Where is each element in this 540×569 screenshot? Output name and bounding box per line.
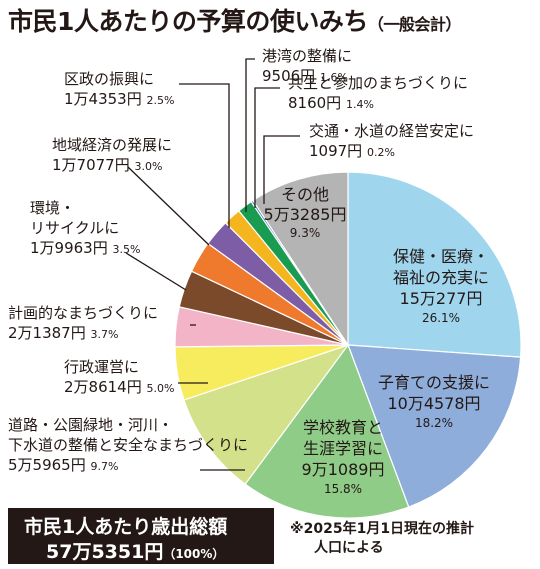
slice-13-amount: 5万3285円 — [264, 205, 347, 224]
slice-2-wedge — [347, 344, 522, 508]
slice-12-amount: 1097円 — [309, 142, 367, 160]
slice-7-name-line-1: 環境・ — [30, 199, 75, 217]
slice-6-percent: 3.7% — [91, 328, 119, 341]
slice-6-amount-line: 2万1387円 3.7% — [8, 324, 118, 342]
slice-1-percent: 26.1% — [422, 311, 460, 325]
slice-3-wedge — [244, 343, 410, 519]
slice-6-name-line-1: 計画的なまちづくりに — [8, 304, 158, 322]
slice-6-label: 計画的なまちづくりに 2万1387円 3.7% — [8, 304, 196, 342]
slice-5-amount-line: 2万8614円 5.0% — [64, 378, 174, 396]
slice-7-amount-line: 1万9963円 3.5% — [30, 239, 140, 257]
title-subtitle: （一般会計） — [367, 15, 462, 34]
slice-11-name-line-1: 共生と参加のまちづくりに — [288, 74, 468, 92]
slice-10-amount-line: 9506円 1.6% — [262, 67, 348, 85]
slice-1-name-line-1: 保健・医療・ — [393, 247, 489, 266]
slice-9-label: 区政の振興に 1万4353円 2.5% — [64, 70, 230, 228]
slice-10-percent: 1.6% — [320, 71, 348, 84]
slice-8-label: 地域経済の発展に 1万7077円 3.0% — [52, 136, 210, 246]
slice-3-name-line-2: 生涯学習に — [303, 439, 383, 458]
slice-4-amount-line: 5万5965円 9.7% — [8, 456, 118, 474]
slice-8-amount-line: 1万7077円 3.0% — [52, 156, 162, 174]
slice-9-percent: 2.5% — [147, 94, 175, 107]
footnote-line1: ※2025年1月1日現在の推計 — [290, 521, 475, 537]
slice-4-name-line-2: 下水道の整備と安全なまちづくりに — [8, 436, 248, 454]
slice-2-label: 子育ての支援に 10万4578円 18.2% — [378, 373, 490, 430]
slice-4-percent: 9.7% — [91, 460, 119, 473]
slice-3-name-line-1: 学校教育と — [303, 418, 383, 437]
slice-13-wedge — [252, 171, 349, 348]
slice-8-percent: 3.0% — [135, 160, 163, 173]
slice-12-amount-line: 1097円 0.2% — [309, 142, 395, 160]
slice-11-amount-line: 8160円 1.4% — [288, 94, 374, 112]
slice-11-amount: 8160円 — [288, 94, 346, 112]
slice-7-amount: 1万9963円 — [30, 239, 113, 257]
slice-2-percent: 18.2% — [415, 416, 453, 430]
slice-7-name-line-2: リサイクルに — [30, 219, 119, 237]
slice-10-name-line-1: 港湾の整備に — [262, 47, 352, 65]
slice-8-amount: 1万7077円 — [52, 156, 135, 174]
slice-1-amount: 15万277円 — [400, 289, 483, 308]
slice-4-amount: 5万5965円 — [8, 456, 91, 474]
page-title: 市民1人あたりの予算の使いみち（一般会計） — [8, 2, 461, 38]
slice-8-name-line-1: 地域経済の発展に — [52, 136, 172, 154]
slice-5-amount: 2万8614円 — [64, 378, 147, 396]
slice-9-amount-line: 1万4353円 2.5% — [64, 90, 174, 108]
slice-4-name-line-1: 道路・公園緑地・河川・ — [8, 416, 173, 434]
slice-10-label: 港湾の整備に 9506円 1.6% — [245, 47, 352, 212]
slice-12-leader-line — [263, 135, 300, 204]
total-amount: 57万5351円 — [46, 541, 164, 563]
slice-3-amount: 9万1089円 — [302, 460, 385, 479]
slice-11-label: 共生と参加のまちづくりに 8160円 1.4% — [254, 74, 468, 208]
slice-10-amount: 9506円 — [262, 67, 320, 85]
slice-10-leader-line — [245, 58, 255, 212]
slice-4-label: 道路・公園緑地・河川・下水道の整備と安全なまちづくりに 5万5965円 9.7% — [8, 416, 248, 474]
total-percent: （100%） — [163, 547, 225, 561]
slice-12-label: 交通・水道の経営安定に 1097円 0.2% — [263, 122, 474, 204]
slice-7-leader-line — [125, 252, 187, 291]
slice-13-name-line-1: その他 — [281, 185, 329, 204]
slice-7-percent: 3.5% — [113, 243, 141, 256]
footnote-line2: 人口による — [314, 540, 384, 556]
slice-12-name-line-1: 交通・水道の経営安定に — [309, 122, 474, 140]
slice-9-leader-line — [179, 83, 230, 228]
slice-7-label: 環境・リサイクルに 1万9963円 3.5% — [30, 199, 187, 291]
footnote: ※2025年1月1日現在の推計 人口による — [290, 520, 474, 558]
slice-13-percent: 9.3% — [290, 226, 321, 240]
slice-2-name-line-1: 子育ての支援に — [378, 373, 490, 392]
slice-1-wedge — [347, 171, 522, 358]
slice-5-name-line-1: 行政運営に — [64, 358, 139, 376]
total-expenditure-box: 市民1人あたり歳出総額 57万5351円（100%） — [8, 508, 274, 564]
slice-3-percent: 15.8% — [324, 482, 362, 496]
slice-4-wedge — [183, 343, 350, 485]
slice-2-amount: 10万4578円 — [387, 394, 480, 413]
slice-1-name-line-2: 福祉の充実に — [393, 268, 489, 287]
slice-1-label: 保健・医療・福祉の充実に 15万277円 26.1% — [393, 247, 489, 325]
total-amount-line: 57万5351円（100%） — [46, 537, 224, 564]
total-label: 市民1人あたり歳出総額 — [24, 516, 228, 538]
slice-9-name-line-1: 区政の振興に — [64, 70, 154, 88]
slice-6-amount: 2万1387円 — [8, 324, 91, 342]
slice-9-amount: 1万4353円 — [64, 90, 147, 108]
slice-5-percent: 5.0% — [147, 382, 175, 395]
slice-12-percent: 0.2% — [367, 146, 395, 159]
slice-11-leader-line — [254, 87, 280, 208]
slice-5-label: 行政運営に 2万8614円 5.0% — [64, 358, 208, 396]
slice-11-percent: 1.4% — [346, 98, 374, 111]
slice-8-leader-line — [127, 166, 210, 246]
title-main: 市民1人あたりの予算の使いみち — [8, 7, 368, 36]
